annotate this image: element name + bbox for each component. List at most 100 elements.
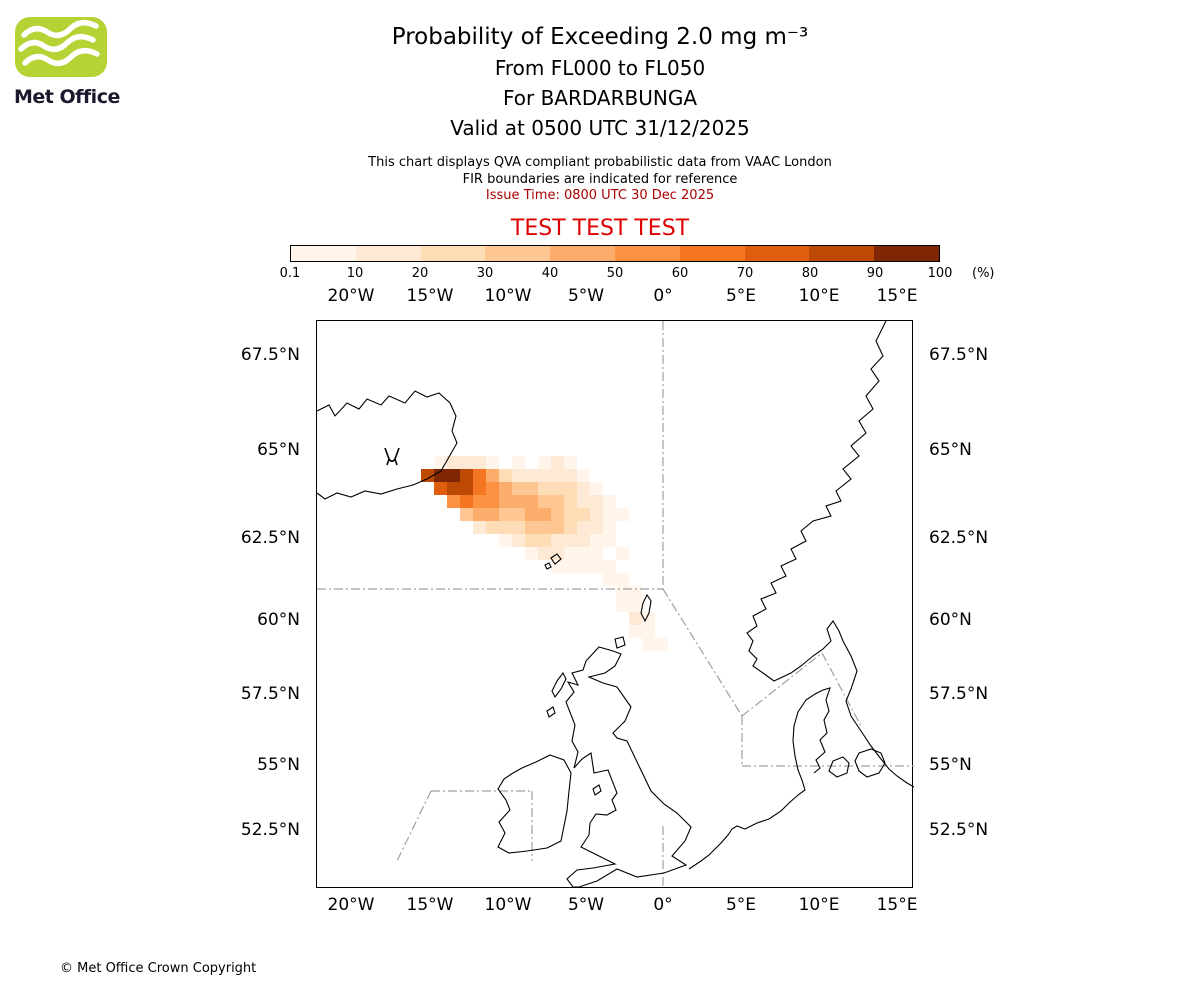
latitude-label: 60°N	[929, 610, 972, 630]
ash-probability-cell	[460, 482, 473, 495]
fir-boundary-line	[741, 652, 823, 717]
ash-probability-cell	[590, 547, 603, 560]
latitude-label: 52.5°N	[929, 820, 989, 840]
legend-tick-label: 0.1	[279, 266, 301, 281]
longitude-label: 15°E	[876, 286, 918, 306]
volcano-subtitle: For BARDARBUNGA	[502, 86, 698, 110]
ash-probability-cell	[460, 508, 473, 521]
ash-probability-cell	[525, 482, 538, 495]
longitude-label: 5°E	[725, 286, 757, 306]
ash-probability-cell	[538, 482, 551, 495]
ash-probability-cell	[629, 625, 642, 638]
ash-probability-cell	[564, 560, 577, 573]
ash-probability-cell	[512, 521, 525, 534]
longitude-label: 10°E	[798, 895, 840, 915]
ash-probability-cell	[538, 547, 551, 560]
chart-title: Probability of Exceeding 2.0 mg m⁻³	[391, 24, 809, 50]
legend-tick-label: 20	[411, 266, 429, 281]
legend-segment-7	[679, 246, 745, 261]
longitude-label: 15°E	[876, 895, 918, 915]
ash-probability-cell	[590, 508, 603, 521]
ash-probability-cell	[460, 469, 473, 482]
ash-probability-cell	[551, 534, 564, 547]
ash-probability-cell	[499, 482, 512, 495]
coastline	[828, 756, 850, 778]
ash-probability-cell	[590, 482, 603, 495]
ash-probability-cell	[577, 534, 590, 547]
ash-probability-cell	[629, 586, 642, 599]
latitude-label: 55°N	[929, 755, 972, 775]
met-office-logo-mark	[15, 17, 107, 77]
ash-probability-cell	[512, 482, 525, 495]
legend-segment-10	[874, 246, 939, 261]
ash-probability-cell	[564, 534, 577, 547]
ash-probability-cell	[551, 469, 564, 482]
ash-probability-cell	[512, 469, 525, 482]
ash-probability-cell	[538, 456, 551, 469]
legend-unit-label: (%)	[972, 266, 995, 281]
ash-probability-cell	[460, 495, 473, 508]
latitude-labels-right: 67.5°N 65°N 62.5°N 60°N 57.5°N 55°N 52.5°N	[921, 320, 1049, 888]
ash-probability-cell	[447, 495, 460, 508]
ash-probability-cell	[525, 547, 538, 560]
longitude-label: 10°E	[798, 286, 840, 306]
coastline	[317, 390, 458, 500]
longitude-label: 10°W	[484, 895, 532, 915]
ash-probability-cell	[551, 547, 564, 560]
ash-probability-cell	[538, 534, 551, 547]
latitude-label: 55°N	[257, 755, 300, 775]
longitude-labels-bottom: 20°W 15°W 10°W 5°W 0° 5°E 10°E 15°E	[316, 895, 918, 917]
ash-probability-cell	[590, 534, 603, 547]
ash-probability-cell	[551, 456, 564, 469]
flight-level-subtitle: From FL000 to FL050	[494, 56, 706, 80]
coastline	[544, 562, 552, 570]
ash-probability-cell	[486, 469, 499, 482]
ash-probability-cell	[616, 547, 629, 560]
ash-probability-cell	[616, 586, 629, 599]
legend-tick-label: 100	[927, 266, 953, 281]
ash-probability-cell	[538, 521, 551, 534]
ash-probability-cell	[447, 482, 460, 495]
ash-probability-cell	[512, 456, 525, 469]
ash-probability-cell	[564, 508, 577, 521]
legend-segment-5	[550, 246, 615, 261]
coastline	[551, 671, 567, 699]
longitude-labels-top: 20°W 15°W 10°W 5°W 0° 5°E 10°E 15°E	[316, 286, 918, 308]
coastline	[592, 784, 602, 796]
ash-probability-cell	[551, 508, 564, 521]
map-frame	[316, 320, 914, 889]
ash-probability-cell	[564, 456, 577, 469]
ash-probability-cell	[564, 495, 577, 508]
volcano-icon	[384, 447, 400, 466]
ash-probability-cell	[538, 469, 551, 482]
ash-probability-cell	[577, 508, 590, 521]
title-block: Probability of Exceeding 2.0 mg m⁻³ From…	[0, 24, 1200, 241]
ash-probability-cell	[499, 495, 512, 508]
longitude-label: 0°	[653, 895, 673, 915]
legend-segment-4	[485, 246, 551, 261]
ash-probability-cell	[473, 482, 486, 495]
ash-probability-cell	[525, 495, 538, 508]
ash-probability-cell	[642, 612, 655, 625]
coastline	[640, 593, 652, 623]
legend-segment-8	[744, 246, 810, 261]
latitude-label: 62.5°N	[240, 528, 300, 548]
longitude-label: 10°W	[484, 286, 532, 306]
ash-probability-cell	[434, 482, 447, 495]
ash-probability-cell	[590, 495, 603, 508]
ash-probability-cell	[551, 482, 564, 495]
longitude-label: 15°W	[406, 286, 454, 306]
legend-tick-label: 60	[671, 266, 689, 281]
coastline	[565, 646, 692, 888]
latitude-label: 57.5°N	[240, 684, 300, 704]
legend-segment-9	[809, 246, 875, 261]
coastline	[497, 754, 572, 854]
ash-probability-cell	[525, 521, 538, 534]
ash-probability-cell	[499, 508, 512, 521]
ash-probability-cell	[616, 508, 629, 521]
coastline	[546, 706, 556, 718]
ash-probability-cell	[421, 469, 434, 482]
ash-probability-cell	[564, 482, 577, 495]
ash-probability-cell	[473, 521, 486, 534]
ash-probability-cell	[486, 521, 499, 534]
